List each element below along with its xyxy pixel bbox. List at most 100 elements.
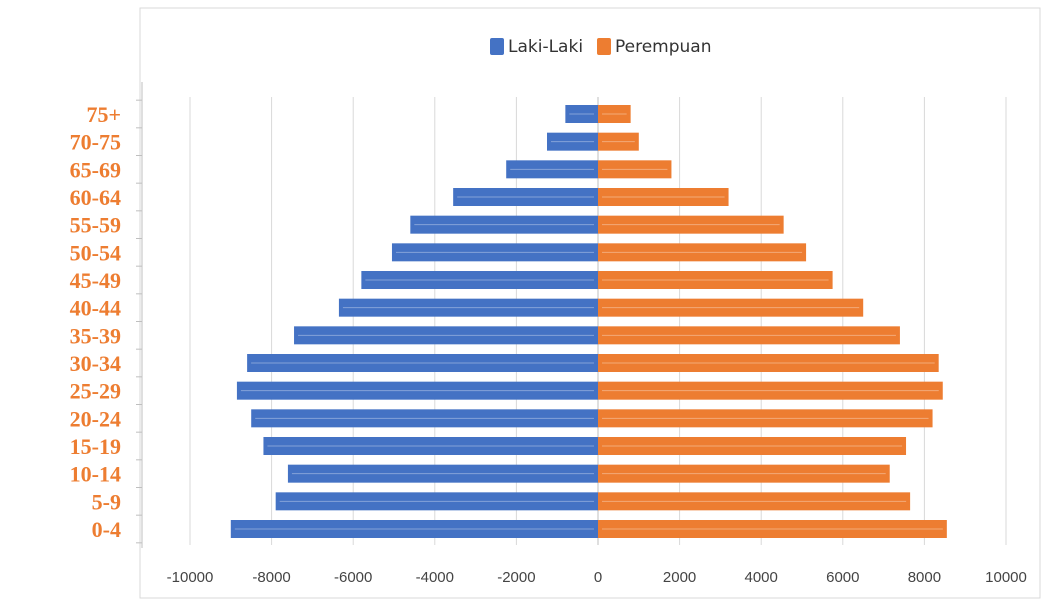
x-tick-label: -6000 [334,569,372,586]
bar-male-20-24 [251,409,598,428]
legend-item-male: Laki-Laki [490,37,583,57]
legend-swatch [597,38,611,55]
bar-female-20-24 [598,409,933,428]
bar-female-40-44 [598,298,864,317]
x-tick-label: -2000 [497,569,535,586]
category-label: 20-24 [70,406,121,431]
bar-fill [547,132,598,151]
bar-male-55-59 [410,215,598,234]
bar-fill [598,298,864,317]
bar-fill [598,132,639,151]
x-tick-label: 4000 [745,569,778,586]
x-tick-label: 10000 [985,569,1027,586]
bar-fill [361,271,598,289]
bar-female-45-49 [598,271,833,289]
bar-fill [391,243,598,262]
bar-fill [598,160,672,179]
x-tick-label: 2000 [663,569,696,586]
category-label: 60-64 [70,185,121,210]
bar-fill [598,243,807,262]
x-tick-label: -4000 [416,569,454,586]
bar-fill [338,298,598,317]
legend-item-female: Perempuan [597,37,712,57]
bar-male-65-69 [506,160,598,179]
bar-fill [230,520,599,538]
x-tick-label: 6000 [826,569,859,586]
bar-female-75+ [598,105,631,123]
category-label: 70-75 [70,130,121,155]
category-label: 0-4 [92,517,121,542]
bar-male-10-14 [287,464,598,483]
bar-female-15-19 [598,437,907,455]
bar-fill [565,105,598,123]
bar-fill [598,215,784,234]
category-label: 5-9 [92,489,121,514]
bars [230,105,947,538]
bar-fill [410,215,598,234]
bar-male-25-29 [236,381,599,400]
bar-fill [453,188,598,206]
bar-female-10-14 [598,464,890,483]
category-label: 25-29 [70,379,121,404]
bar-fill [598,464,890,483]
bar-fill [263,437,598,455]
category-label: 50-54 [70,240,121,265]
bar-fill [598,188,729,206]
bar-male-15-19 [263,437,598,455]
bar-female-65-69 [598,160,672,179]
bar-male-30-34 [247,354,598,372]
legend-label: Laki-Laki [508,37,583,57]
category-label: 45-49 [70,268,121,293]
category-label: 35-39 [70,323,121,348]
bar-female-5-9 [598,492,911,511]
value-axis-labels: -10000 -8000 -6000 -4000 -2000 0 2000 4000 6000 8… [167,569,1027,586]
bar-female-60-64 [598,188,729,206]
bar-fill [251,409,598,428]
x-tick-label: -10000 [167,569,214,586]
category-label: 40-44 [70,296,121,321]
bar-female-35-39 [598,326,900,345]
bar-fill [275,492,598,511]
x-tick-label: 0 [594,569,602,586]
bar-male-35-39 [294,326,598,345]
bar-fill [598,381,943,400]
bar-male-60-64 [453,188,598,206]
category-label: 55-59 [70,213,121,238]
category-label: 75+ [86,102,121,127]
bar-male-75+ [565,105,598,123]
bar-fill [598,271,833,289]
bar-fill [506,160,598,179]
bar-fill [287,464,598,483]
bar-male-40-44 [338,298,598,317]
legend: Laki-Laki Perempuan [490,37,712,57]
bar-female-70-75 [598,132,639,151]
bar-fill [294,326,598,345]
chart-border [139,7,1041,599]
bar-male-5-9 [275,492,598,511]
bar-fill [236,381,599,400]
bar-fill [598,409,933,428]
legend-swatch [490,38,504,55]
bar-male-45-49 [361,271,598,289]
bar-fill [247,354,598,372]
bar-female-30-34 [598,354,939,372]
legend-label: Perempuan [615,37,712,57]
bar-female-0-4 [598,520,947,538]
x-tick-label: 8000 [908,569,941,586]
bar-female-50-54 [598,243,807,262]
bar-fill [598,326,900,345]
category-label: 10-14 [70,462,121,487]
category-label: 15-19 [70,434,121,459]
bar-female-25-29 [598,381,943,400]
bar-fill [598,354,939,372]
x-tick-label: -8000 [252,569,290,586]
bar-male-0-4 [230,520,599,538]
bar-fill [598,492,911,511]
category-label: 30-34 [70,351,121,376]
bar-fill [598,520,947,538]
bar-female-55-59 [598,215,784,234]
bar-fill [598,105,631,123]
